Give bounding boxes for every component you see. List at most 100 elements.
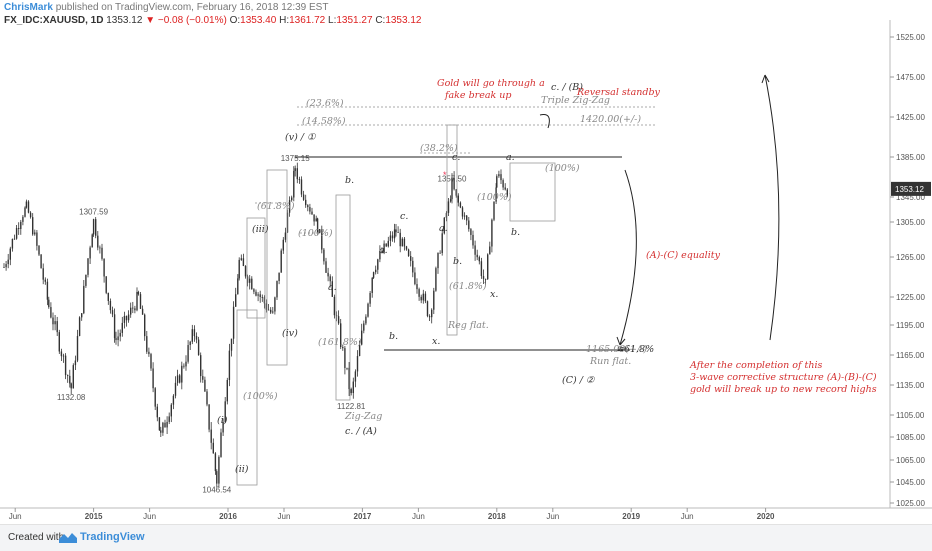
candle-body	[134, 308, 136, 311]
author-link[interactable]: ChrisMark	[4, 2, 53, 13]
candle-body	[375, 269, 377, 273]
publish-line: ChrisMark published on TradingView.com, …	[4, 2, 328, 13]
wave-label: c.	[452, 152, 460, 163]
time-tick-label: 2017	[354, 512, 372, 521]
price-chart[interactable]: 1525.00 1475.00 1425.00 1385.00 1345.00 1305.…	[0, 0, 932, 524]
price-tick-label: 1045.00	[896, 478, 925, 487]
candle-body	[439, 252, 441, 254]
created-with-text: Created with	[8, 532, 65, 543]
candle-body	[87, 258, 89, 275]
high-value: 1361.72	[289, 15, 326, 26]
candle-body	[484, 278, 487, 280]
candle-body	[327, 272, 329, 277]
candle-body	[152, 368, 154, 389]
decline-arrow-head	[616, 336, 626, 346]
candle-body	[67, 375, 69, 376]
candle-body	[315, 218, 317, 222]
candle-body	[166, 421, 168, 428]
wave-label: (iii)	[252, 224, 269, 235]
candle-body	[502, 180, 504, 188]
candle-body	[337, 316, 340, 324]
high-marker-icon: *	[443, 170, 447, 180]
candle-body	[449, 199, 452, 202]
candle-body	[83, 285, 85, 314]
wave-label: a.	[328, 282, 337, 293]
fib-annotation: Zig-Zag	[344, 411, 382, 422]
candle-body	[64, 355, 67, 376]
candle-body	[267, 309, 270, 311]
candle-body	[85, 274, 87, 286]
candle-body	[350, 389, 352, 394]
open-label: O:	[229, 15, 241, 26]
candle-body	[27, 201, 30, 213]
swing-low-label: 1132.08	[57, 393, 86, 402]
candle-body	[352, 381, 354, 394]
candle-body	[447, 201, 450, 213]
callout-outlook: After the completion of this	[689, 360, 823, 371]
candle-body	[487, 254, 489, 280]
candle-body	[270, 309, 272, 313]
candle-body	[495, 187, 497, 202]
candle-body	[291, 197, 293, 201]
candle-body	[387, 240, 389, 247]
candle-body	[399, 232, 401, 247]
candle-body	[13, 238, 16, 240]
candle-body	[42, 268, 44, 280]
price-tick-label: 1195.00	[896, 321, 925, 330]
candle-body	[48, 299, 50, 308]
candle-body	[158, 417, 161, 431]
price-tick-label: 1225.00	[896, 293, 925, 302]
candle-body	[361, 330, 363, 345]
candle-body	[181, 365, 183, 383]
candle-body	[81, 313, 83, 318]
swing-high-label: 1357.50	[438, 175, 467, 184]
candle-body	[426, 301, 429, 317]
candle-body	[363, 323, 365, 331]
candle-body	[307, 205, 309, 208]
candle-body	[187, 345, 189, 362]
candle-body	[367, 303, 369, 317]
candle-body	[56, 321, 58, 333]
callout-outlook: gold will break up to new record highs	[690, 384, 877, 395]
candle-body	[416, 284, 418, 290]
candle-body	[365, 316, 367, 324]
brand-name[interactable]: TradingView	[80, 531, 145, 543]
candle-body	[455, 189, 457, 196]
fib-annotation: 1165.00(+/-)	[586, 344, 647, 355]
candle-body	[22, 216, 24, 222]
candle-body	[493, 201, 495, 220]
wave-bracket	[246, 217, 266, 319]
wave-label: (ii)	[235, 464, 249, 475]
candle-body	[276, 280, 278, 298]
candle-body	[443, 217, 445, 234]
candle-body	[109, 300, 112, 311]
footer-bar: Created with TradingView	[0, 524, 932, 551]
wave-label: (i)	[217, 415, 228, 426]
candle-body	[72, 365, 74, 389]
candle-body	[414, 272, 416, 285]
candle-body	[195, 336, 198, 340]
candle-body	[18, 227, 20, 229]
candle-body	[212, 442, 214, 454]
candle-body	[329, 276, 331, 282]
candles-group	[3, 162, 508, 488]
candle-body	[293, 170, 295, 198]
callout-fake-break: Gold will go through a	[437, 78, 545, 89]
candle-body	[331, 281, 333, 297]
candle-body	[170, 404, 172, 417]
candle-body	[356, 356, 359, 372]
candle-body	[433, 290, 435, 310]
fib-annotation: (61.8%)	[257, 201, 295, 212]
candle-body	[101, 247, 103, 259]
candle-body	[403, 238, 406, 247]
candle-body	[371, 277, 373, 293]
price-tick-label: 1475.00	[896, 73, 925, 82]
candle-body	[340, 323, 342, 348]
high-label: H:	[279, 15, 290, 26]
candle-body	[113, 314, 116, 339]
candle-body	[154, 388, 156, 407]
fib-annotation: (100%)	[298, 228, 333, 239]
candle-body	[206, 391, 208, 405]
callout-equality: (A)-(C) equality	[646, 250, 721, 261]
candle-body	[389, 235, 392, 241]
